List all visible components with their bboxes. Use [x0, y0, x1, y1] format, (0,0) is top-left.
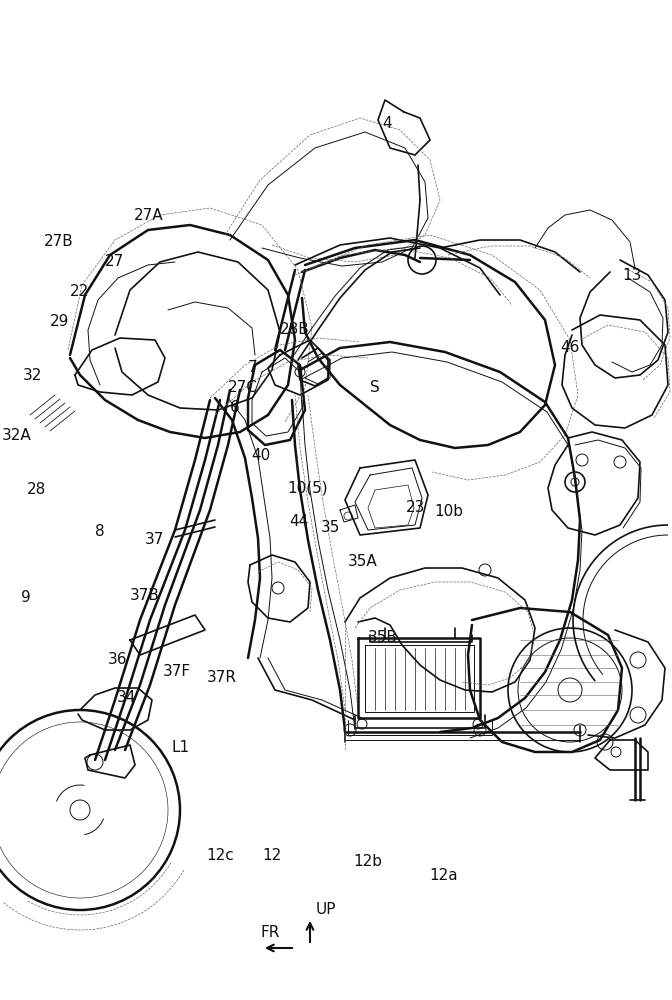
Text: 28B: 28B: [280, 322, 309, 338]
Text: 23: 23: [406, 500, 425, 516]
Text: S: S: [370, 380, 380, 395]
Text: 37B: 37B: [130, 587, 159, 602]
Text: FR: FR: [260, 925, 280, 940]
Text: 9: 9: [21, 590, 30, 605]
Text: 13: 13: [622, 267, 641, 282]
Text: 36: 36: [108, 652, 128, 668]
Text: 32: 32: [23, 367, 42, 382]
Text: 27B: 27B: [44, 234, 73, 249]
Text: 29: 29: [50, 314, 69, 330]
Text: 22: 22: [70, 284, 89, 300]
Text: 28: 28: [28, 483, 46, 497]
Text: 12c: 12c: [206, 848, 235, 862]
Text: 7: 7: [248, 360, 257, 375]
Text: 32A: 32A: [2, 428, 32, 442]
Text: 37F: 37F: [163, 664, 191, 680]
Text: 12: 12: [263, 848, 282, 862]
Text: 35A: 35A: [348, 554, 378, 570]
Text: 35: 35: [321, 520, 340, 536]
Text: 8: 8: [95, 524, 104, 540]
Text: 27: 27: [105, 254, 124, 269]
Text: 35B: 35B: [368, 631, 398, 646]
Text: 46: 46: [560, 340, 579, 356]
Text: 37: 37: [145, 532, 164, 548]
Text: 27C: 27C: [228, 380, 258, 395]
Text: 4: 4: [382, 115, 392, 130]
Text: 6: 6: [230, 400, 240, 416]
Text: 34: 34: [117, 690, 136, 706]
Text: 10b: 10b: [434, 504, 464, 520]
Text: 37R: 37R: [207, 670, 237, 686]
Text: UP: UP: [316, 902, 337, 918]
Text: 12a: 12a: [429, 867, 458, 882]
Text: 12b: 12b: [353, 854, 383, 869]
Text: 27A: 27A: [134, 208, 164, 223]
Text: 10(5): 10(5): [288, 481, 328, 495]
Text: 40: 40: [251, 448, 270, 462]
Text: 44: 44: [290, 514, 308, 530]
Text: L1: L1: [171, 740, 189, 756]
